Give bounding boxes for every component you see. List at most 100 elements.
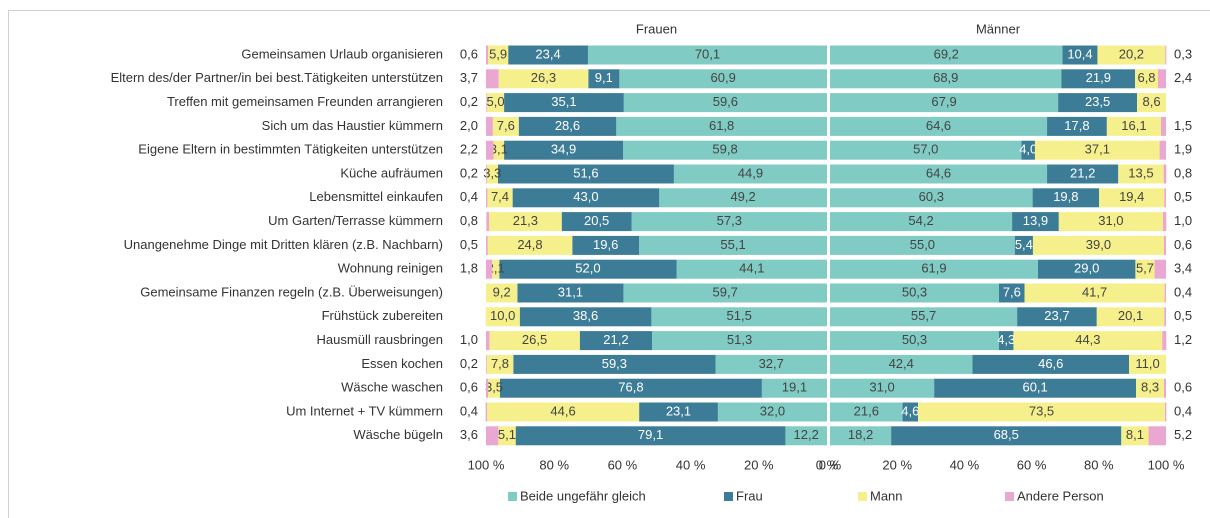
bar-segment (830, 378, 935, 398)
value-label: 1,8 (460, 261, 478, 276)
x-tick-label: 80 % (1084, 457, 1114, 472)
bar-segment (1096, 307, 1165, 327)
bar-segment (830, 331, 1000, 351)
value-label: 19,6 (593, 237, 618, 252)
value-label: 0,4 (1174, 284, 1192, 299)
bar-segment (487, 235, 573, 255)
value-label: 20,2 (1119, 46, 1144, 61)
value-label: 0,4 (460, 189, 478, 204)
value-label: 0,3 (1174, 46, 1192, 61)
value-label: 3,3 (483, 165, 501, 180)
value-label: 4,6 (901, 403, 919, 418)
value-label: 60,1 (1022, 380, 1047, 395)
bar-segment (1135, 259, 1155, 279)
bar-segment (1164, 283, 1166, 303)
bar-segment (830, 188, 1033, 208)
bar-segment (561, 212, 632, 232)
bar-segment (1058, 93, 1138, 113)
category-label: Unangenehme Dinge mit Dritten klären (z.… (124, 237, 443, 252)
bar-segment (487, 402, 640, 422)
x-tick-label: 40 % (676, 457, 706, 472)
bar-segment (1157, 69, 1166, 89)
bar-segment (1135, 69, 1158, 89)
value-label: 20,1 (1118, 308, 1143, 323)
bar-segment (1121, 426, 1149, 446)
value-label: 44,9 (738, 165, 763, 180)
value-label: 55,7 (911, 308, 936, 323)
bar-segment (1047, 116, 1107, 136)
bar-segment (830, 93, 1059, 113)
category-label: Treffen mit gemeinsamen Freunden arrangi… (167, 94, 443, 109)
bar-segment (830, 116, 1048, 136)
value-label: 13,5 (1128, 165, 1153, 180)
bar-segment (830, 354, 973, 374)
value-label: 13,9 (1023, 213, 1048, 228)
value-label: 35,1 (551, 94, 576, 109)
bar-segment (1136, 378, 1164, 398)
value-label: 0,8 (460, 213, 478, 228)
value-label: 0,2 (460, 165, 478, 180)
category-label: Gemeinsamen Urlaub organisieren (241, 46, 443, 61)
bar-segment (1062, 45, 1098, 65)
bar-segment (512, 188, 660, 208)
legend-label: Andere Person (1017, 488, 1104, 503)
value-label: 21,6 (854, 403, 879, 418)
bar-segment (1032, 235, 1164, 255)
bar-segment (934, 378, 1137, 398)
bar-segment (623, 283, 827, 303)
bar-segment (1164, 307, 1166, 327)
legend-swatch (724, 492, 733, 501)
value-label: 50,3 (902, 284, 927, 299)
value-label: 44,1 (739, 261, 764, 276)
bar-segment (972, 354, 1130, 374)
bar-segment (1012, 212, 1059, 232)
bar-segment (1047, 164, 1119, 184)
bar-segment (623, 140, 827, 160)
bar-segment (761, 378, 827, 398)
bar-segment (1162, 212, 1167, 232)
bar-segment (830, 212, 1013, 232)
bar-segment (485, 402, 488, 422)
value-label: 26,3 (531, 70, 556, 85)
bar-segment (498, 69, 589, 89)
value-label: 6,8 (1137, 70, 1155, 85)
bar-segment (486, 164, 498, 184)
legend-label: Frau (736, 488, 763, 503)
bar-segment (1137, 93, 1166, 113)
bar-segment (485, 307, 520, 327)
bar-segment (1017, 307, 1097, 327)
category-label: Hausmüll rausbringen (317, 332, 443, 347)
x-tick-label: 60 % (608, 457, 638, 472)
bar-segment (830, 164, 1048, 184)
value-label: 32,0 (760, 403, 785, 418)
bar-segment (830, 259, 1038, 279)
value-label: 12,2 (794, 427, 819, 442)
value-label: 59,3 (602, 356, 627, 371)
value-label: 0,6 (1174, 237, 1192, 252)
value-label: 46,6 (1038, 356, 1063, 371)
value-label: 1,9 (1174, 142, 1192, 157)
bar-segment (1037, 259, 1136, 279)
value-label: 55,0 (910, 237, 935, 252)
value-label: 31,0 (1098, 213, 1123, 228)
bar-segment (588, 69, 620, 89)
bar-segment (830, 402, 903, 422)
legend-swatch (1005, 492, 1014, 501)
value-label: 2,2 (460, 142, 478, 157)
value-label: 2,0 (460, 118, 478, 133)
value-label: 34,9 (551, 142, 576, 157)
value-label: 60,3 (919, 189, 944, 204)
bar-segment (918, 402, 1165, 422)
bar-segment (492, 116, 519, 136)
bar-segment (486, 354, 487, 374)
bar-segment (1163, 378, 1166, 398)
value-label: 4,0 (1019, 142, 1037, 157)
bar-segment (497, 164, 674, 184)
category-label: Lebensmittel einkaufen (309, 189, 443, 204)
value-label: 44,6 (550, 403, 575, 418)
bar-segment (616, 116, 827, 136)
bar-segment (486, 45, 489, 65)
value-label: 3,4 (1174, 261, 1192, 276)
category-label: Wohnung reinigen (338, 261, 443, 276)
bar-segment (1162, 331, 1167, 351)
